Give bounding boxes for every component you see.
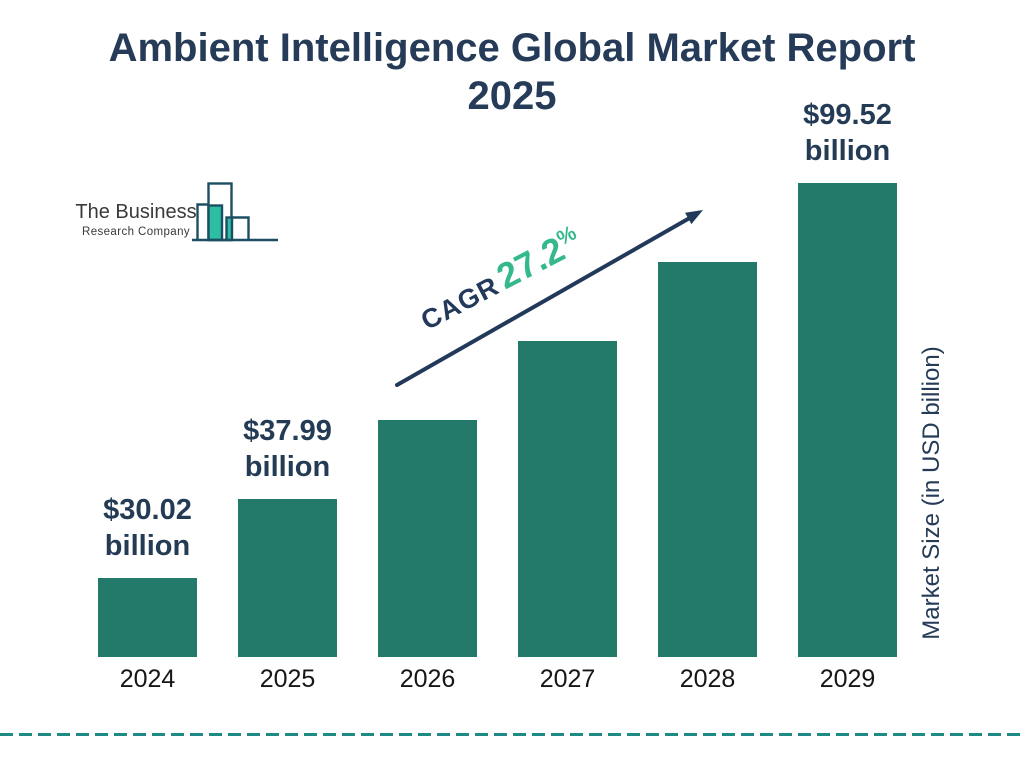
bar-2028 [658,262,757,657]
cagr-label: CAGR [416,270,505,336]
bar-2026 [378,420,477,657]
value-label-unit: billion [104,530,191,562]
value-label-amount: $37.99 [243,415,332,447]
y-axis-label: Market Size (in USD billion) [918,346,945,640]
page-title-line2: 2025 [467,74,557,118]
page-title-line1: Ambient Intelligence Global Market Repor… [108,26,916,70]
logo-company-name: The Business [75,201,197,223]
bar-2029 [798,183,897,657]
bar-2024 [98,578,197,657]
bar-2025 [238,499,337,657]
cagr-value: 27.2% [490,220,588,297]
value-label-amount: $99.52 [803,99,892,131]
cagr-annotation: CAGR 27.2% [406,217,594,342]
value-label-unit: billion [244,451,331,483]
value-label-2025: $37.99 billion [243,413,332,485]
logo-company-subname: Research Company [81,226,191,238]
logo-bar-chart-icon [192,182,278,242]
x-axis-tick-2025: 2025 [259,665,316,693]
page-title: Ambient Intelligence Global Market Repor… [0,24,1024,120]
x-axis-tick-2024: 2024 [119,665,176,693]
value-label-2024: $30.02 billion [103,492,192,564]
value-label-2029: $99.52 billion [803,97,892,169]
value-label-unit: billion [804,135,891,167]
x-axis-tick-2027: 2027 [539,665,596,693]
x-axis-tick-2026: 2026 [399,665,456,693]
company-logo: The Business Research Company [70,201,202,239]
x-axis-tick-2028: 2028 [679,665,736,693]
x-axis-tick-2029: 2029 [819,665,876,693]
value-label-amount: $30.02 [103,494,192,526]
growth-arrow-head [685,210,703,225]
bar-2027 [518,341,617,657]
